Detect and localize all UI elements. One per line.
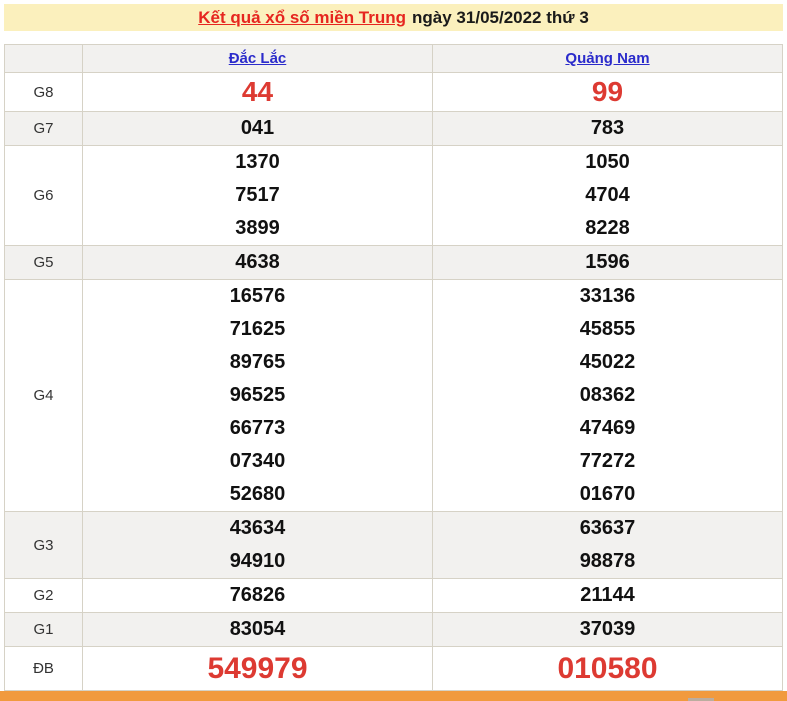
result-number: 8228	[585, 217, 630, 239]
result-cell: 37039	[432, 612, 783, 647]
result-number: 4638	[235, 251, 280, 273]
result-number: 7517	[235, 184, 280, 206]
result-number: 21144	[580, 584, 635, 606]
result-cell: 43634 94910	[82, 511, 433, 579]
result-number: 66773	[229, 417, 286, 439]
prize-row-G8: G8 44 99	[4, 72, 783, 112]
result-number: 07340	[229, 450, 286, 472]
bottom-orange-bar	[0, 691, 787, 701]
result-number: 1050	[585, 151, 630, 173]
result-cell: 63637 98878	[432, 511, 783, 579]
result-number: 43634	[229, 517, 286, 539]
result-number: 83054	[229, 618, 286, 640]
prize-row-G7: G7 041 783	[4, 111, 783, 146]
table-header-row: Đắc Lắc Quảng Nam	[4, 44, 783, 73]
result-cell: 1596	[432, 245, 783, 280]
result-number: 45022	[579, 351, 636, 373]
result-number: 99	[591, 76, 624, 107]
result-number: 08362	[579, 384, 636, 406]
prize-label: G1	[4, 612, 83, 647]
result-number: 4704	[585, 184, 630, 206]
result-number: 71625	[229, 318, 286, 340]
result-number: 37039	[579, 618, 636, 640]
prize-row-G4: G4 16576 71625 89765 96525 66773 07340 52680 331…	[4, 279, 783, 512]
result-cell: 549979	[82, 646, 433, 691]
result-number: 16576	[229, 285, 286, 307]
result-cell: 44	[82, 72, 433, 112]
prize-row-G5: G5 4638 1596	[4, 245, 783, 280]
prize-label: G3	[4, 511, 83, 579]
province-link-dac-lac[interactable]: Đắc Lắc	[228, 49, 287, 67]
result-cell: 33136 45855 45022 08362 47469 77272 01670	[432, 279, 783, 512]
result-number: 45855	[579, 318, 636, 340]
result-number: 96525	[229, 384, 286, 406]
result-cell: 783	[432, 111, 783, 146]
result-cell: 4638	[82, 245, 433, 280]
result-number: 010580	[557, 652, 658, 685]
prize-label: G2	[4, 578, 83, 613]
corner-cell	[4, 44, 83, 73]
prize-row-G3: G3 43634 94910 63637 98878	[4, 511, 783, 579]
result-number: 63637	[579, 517, 636, 539]
title-banner: Kết quả xổ số miền Trung ngày 31/05/2022…	[4, 4, 783, 31]
result-number: 1596	[585, 251, 630, 273]
prize-label: G5	[4, 245, 83, 280]
result-number: 33136	[579, 285, 636, 307]
result-cell: 1050 4704 8228	[432, 145, 783, 246]
prize-row-G1: G1 83054 37039	[4, 612, 783, 647]
title-date-text: ngày 31/05/2022 thứ 3	[412, 7, 589, 27]
prize-label: G6	[4, 145, 83, 246]
result-cell: 83054	[82, 612, 433, 647]
result-cell: 21144	[432, 578, 783, 613]
result-number: 041	[240, 117, 275, 139]
result-number: 1370	[235, 151, 280, 173]
result-number: 01670	[579, 483, 636, 505]
title-link[interactable]: Kết quả xổ số miền Trung	[198, 7, 407, 27]
results-table: Đắc Lắc Quảng Nam G8 44 99 G7 041 783 G6 1370 75…	[4, 44, 783, 691]
result-number: 98878	[579, 550, 636, 572]
result-cell: 16576 71625 89765 96525 66773 07340 52680	[82, 279, 433, 512]
results-table-body: Đắc Lắc Quảng Nam G8 44 99 G7 041 783 G6 1370 75…	[4, 44, 783, 691]
prize-label: ĐB	[4, 646, 83, 691]
prize-row-G2: G2 76826 21144	[4, 578, 783, 613]
prize-row-G6: G6 1370 7517 3899 1050 4704 8228	[4, 145, 783, 246]
cutoff-artifact	[688, 698, 714, 701]
province-header-cell: Quảng Nam	[432, 44, 783, 73]
result-cell: 76826	[82, 578, 433, 613]
province-link-quang-nam[interactable]: Quảng Nam	[565, 49, 650, 67]
result-number: 549979	[207, 652, 308, 685]
result-number: 44	[241, 76, 274, 107]
result-number: 783	[590, 117, 625, 139]
result-cell: 010580	[432, 646, 783, 691]
prize-label: G8	[4, 72, 83, 112]
result-number: 77272	[579, 450, 636, 472]
result-number: 89765	[229, 351, 286, 373]
result-cell: 041	[82, 111, 433, 146]
prize-row-ĐB: ĐB 549979 010580	[4, 646, 783, 691]
prize-label: G4	[4, 279, 83, 512]
result-number: 3899	[235, 217, 280, 239]
result-number: 47469	[579, 417, 636, 439]
result-cell: 1370 7517 3899	[82, 145, 433, 246]
result-number: 94910	[229, 550, 286, 572]
result-number: 76826	[229, 584, 286, 606]
result-number: 52680	[229, 483, 286, 505]
prize-label: G7	[4, 111, 83, 146]
result-cell: 99	[432, 72, 783, 112]
province-header-cell: Đắc Lắc	[82, 44, 433, 73]
